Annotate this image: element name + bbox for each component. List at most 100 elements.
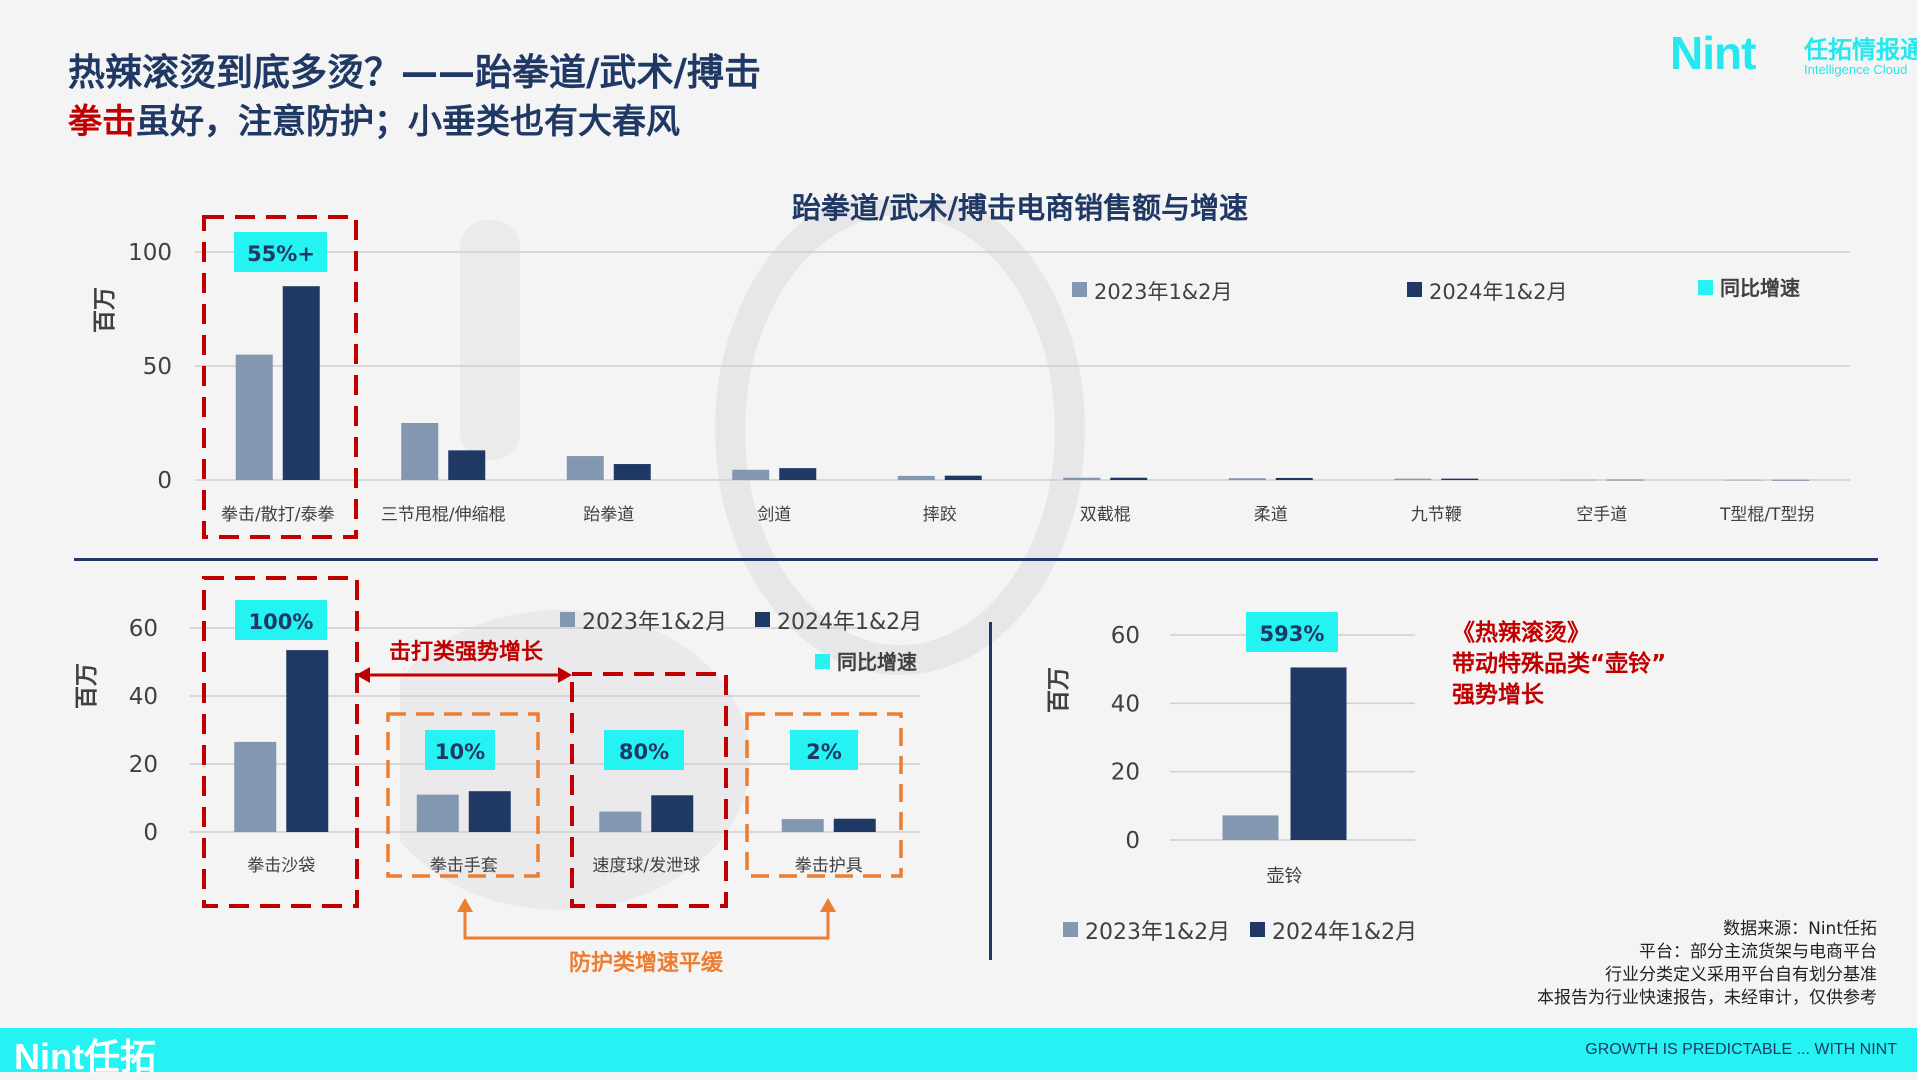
nint-logo: Nint 任拓情报通 Intelligence Cloud [1670, 26, 1917, 86]
y-tick-label: 20 [1111, 760, 1140, 786]
bar-2023 [416, 794, 459, 832]
footer-bar: Nint任拓 GROWTH IS PREDICTABLE ... WITH NI… [0, 1028, 1917, 1077]
subtitle-highlight: 拳击 [68, 102, 136, 142]
y-axis-label: 百万 [1046, 667, 1072, 713]
bar-2024 [448, 450, 486, 480]
footer-slogan: GROWTH IS PREDICTABLE ... WITH NINT [1585, 1041, 1897, 1058]
y-tick-label: 0 [157, 468, 172, 494]
legend-label-growth: 同比增速 [837, 650, 917, 674]
legend-label-2024: 2024年1&2月 [1272, 920, 1417, 945]
legend-label-2023: 2023年1&2月 [582, 610, 727, 635]
bar-2024 [282, 286, 320, 480]
protect-box-gear [745, 712, 903, 878]
legend-label-2024: 2024年1&2月 [777, 610, 922, 635]
category-label: 拳击沙袋 [247, 856, 315, 876]
protect-box-gloves [386, 712, 540, 878]
growth-label-bg [1246, 612, 1338, 652]
bar-2024 [651, 795, 694, 832]
protect-arrow-head [457, 898, 473, 912]
legend-swatch-2024 [1407, 282, 1422, 297]
bar-2023 [781, 819, 824, 832]
bar-2023 [1228, 478, 1266, 480]
category-label: 壶铃 [1267, 866, 1303, 887]
legend-swatch-growth [815, 654, 830, 669]
y-tick-label: 60 [129, 616, 158, 642]
strike-arrow-head [356, 667, 370, 683]
legend-swatch-2024 [1250, 922, 1265, 937]
bar-2024 [1275, 477, 1313, 480]
bar-2023 [235, 354, 273, 480]
bar-2023 [234, 741, 277, 832]
growth-label-bg [234, 232, 327, 272]
bar-2024 [286, 650, 329, 832]
growth-label: 593% [1260, 622, 1325, 646]
category-label: 空手道 [1576, 505, 1627, 525]
strike-box-bag [202, 576, 359, 908]
protect-bracket [463, 905, 830, 940]
annotation-line: 强势增长 [1452, 682, 1544, 708]
y-tick-label: 0 [143, 820, 158, 846]
annotation-line: 带动特殊品类“壶铃” [1452, 651, 1667, 677]
logo-mark: Nint [1670, 27, 1756, 79]
bar-2023 [1559, 479, 1597, 481]
vertical-divider [989, 622, 992, 960]
category-label: 速度球/发泄球 [592, 856, 700, 876]
protect-arrow-head [820, 898, 836, 912]
legend-swatch-2023 [1063, 922, 1078, 937]
category-label: T型棍/T型拐 [1719, 505, 1815, 525]
protect-annotation: 防护类增速平缓 [569, 950, 724, 976]
category-label: 跆拳道 [583, 505, 634, 525]
bar-2023 [1063, 477, 1101, 480]
highlight-box [202, 215, 358, 539]
background-sports-illustration [400, 200, 1085, 910]
page-subtitle: 拳击虽好，注意防护；小垂类也有大春风 [68, 94, 680, 143]
bar-2024 [1441, 478, 1479, 480]
source-line: 数据来源：Nint任拓 [1723, 919, 1877, 939]
bar-2024 [468, 791, 511, 832]
category-label: 拳击护具 [795, 856, 863, 876]
bar-2023 [732, 469, 770, 480]
logo-en: Intelligence Cloud [1804, 62, 1908, 77]
growth-label: 80% [619, 740, 669, 764]
bar-2024 [1110, 477, 1148, 480]
y-axis-label: 百万 [92, 287, 118, 333]
top-chart-title: 跆拳道/武术/搏击电商销售额与增速 [791, 191, 1249, 225]
source-notes: 数据来源：Nint任拓 平台：部分主流货架与电商平台 行业分类定义采用平台自有划… [1537, 918, 1877, 1010]
growth-label: 100% [249, 610, 314, 634]
y-tick-label: 50 [143, 354, 172, 380]
category-label: 拳击/散打/泰拳 [221, 505, 334, 525]
bar-2023 [599, 811, 642, 832]
y-tick-label: 100 [128, 240, 172, 266]
y-axis-label: 百万 [74, 663, 100, 709]
kettlebell-annotation: 《热辣滚烫》 带动特殊品类“壶铃” 强势增长 [1452, 618, 1666, 711]
disclaimer-line: 本报告为行业快速报告，未经审计，仅供参考 [1537, 988, 1877, 1008]
legend-swatch-2024 [755, 612, 770, 627]
legend-label-2023: 2023年1&2月 [1085, 920, 1230, 945]
bar-2024 [613, 464, 651, 480]
bar-2023 [1394, 478, 1432, 480]
legend-label-2023: 2023年1&2月 [1094, 280, 1233, 304]
category-label: 九节鞭 [1411, 505, 1462, 525]
section-divider [74, 558, 1878, 561]
legend-swatch-2023 [560, 612, 575, 627]
strike-annotation: 击打类强势增长 [389, 639, 544, 665]
footer-logo: Nint任拓 [14, 1036, 156, 1077]
y-tick-label: 40 [1111, 691, 1140, 717]
y-tick-label: 40 [129, 684, 158, 710]
bar-2024 [779, 468, 817, 480]
strike-box-speedball [570, 672, 728, 908]
bar-2023 [566, 456, 604, 480]
subtitle-rest: 虽好，注意防护；小垂类也有大春风 [136, 102, 680, 142]
strike-arrow-head [558, 667, 572, 683]
bar-2023 [897, 475, 935, 480]
category-label: 剑道 [757, 505, 791, 525]
bar-2024 [944, 475, 982, 480]
legend-swatch-2023 [1072, 282, 1087, 297]
growth-label-bg [790, 730, 858, 770]
y-tick-label: 0 [1125, 828, 1140, 854]
category-label: 柔道 [1254, 505, 1288, 525]
category-label: 三节甩棍/伸缩棍 [381, 505, 506, 525]
